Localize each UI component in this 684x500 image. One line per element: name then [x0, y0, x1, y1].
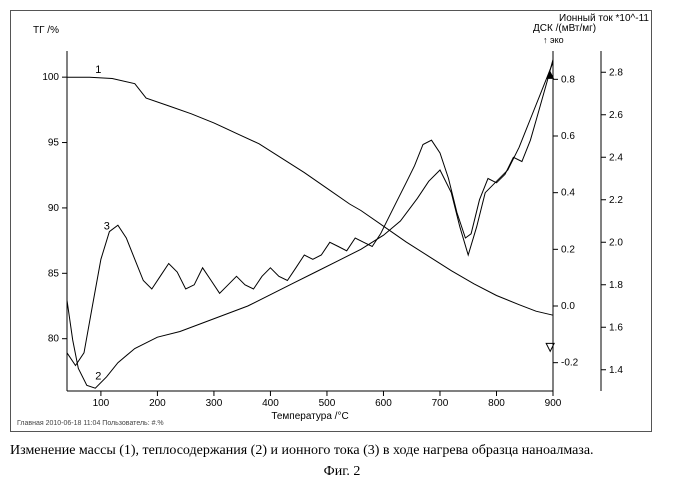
svg-text:Температура /°C: Температура /°C: [271, 411, 348, 422]
series-DSC: [67, 62, 553, 388]
svg-text:0.4: 0.4: [561, 188, 575, 199]
svg-text:Ионный ток *10^-11 /A: Ионный ток *10^-11 /A: [559, 13, 651, 24]
chart-svg: 100 200 300 400 500 600 700 800 900 Температура /…: [11, 11, 651, 431]
svg-text:2.6: 2.6: [609, 110, 623, 121]
series-label-3: 3: [104, 221, 110, 233]
svg-text:2.8: 2.8: [609, 67, 623, 78]
svg-text:↑ эко: ↑ эко: [543, 35, 564, 45]
svg-text:200: 200: [149, 398, 166, 409]
svg-text:95: 95: [48, 138, 60, 149]
svg-text:ДСК /(мВт/мг): ДСК /(мВт/мг): [533, 23, 596, 34]
svg-text:-0.2: -0.2: [561, 358, 579, 369]
chart-footer-note: Главная 2010-06-18 11:04 Пользователь: #…: [17, 420, 164, 427]
series-label-2: 2: [95, 371, 101, 383]
svg-text:1.8: 1.8: [609, 280, 623, 291]
svg-text:700: 700: [432, 398, 449, 409]
svg-text:0.2: 0.2: [561, 244, 575, 255]
svg-text:2.0: 2.0: [609, 237, 623, 248]
svg-text:800: 800: [488, 398, 505, 409]
svg-text:0.6: 0.6: [561, 131, 575, 142]
caption-text: Изменение массы (1), теплосодержания (2)…: [10, 443, 594, 458]
svg-text:600: 600: [375, 398, 392, 409]
series-label-1: 1: [95, 64, 101, 76]
svg-text:ТГ /%: ТГ /%: [33, 25, 59, 36]
svg-text:1.6: 1.6: [609, 322, 623, 333]
svg-text:100: 100: [42, 72, 59, 83]
series-mass-TG: [67, 77, 553, 315]
svg-text:85: 85: [48, 268, 60, 279]
page: { "chart": { "type": "multi-axis-line", …: [10, 10, 674, 480]
svg-text:0.0: 0.0: [561, 301, 575, 312]
svg-text:2.2: 2.2: [609, 195, 623, 206]
svg-text:500: 500: [319, 398, 336, 409]
svg-text:1.4: 1.4: [609, 365, 623, 376]
svg-text:2.4: 2.4: [609, 152, 623, 163]
chart-frame: 100 200 300 400 500 600 700 800 900 Температура /…: [10, 10, 652, 432]
figure-caption: Изменение массы (1), теплосодержания (2)…: [10, 442, 674, 460]
svg-text:400: 400: [262, 398, 279, 409]
svg-text:100: 100: [93, 398, 110, 409]
svg-text:80: 80: [48, 334, 60, 345]
svg-text:90: 90: [48, 203, 60, 214]
svg-text:900: 900: [545, 398, 562, 409]
svg-text:0.8: 0.8: [561, 74, 575, 85]
svg-text:300: 300: [206, 398, 223, 409]
figure-number: Фиг. 2: [10, 464, 674, 480]
